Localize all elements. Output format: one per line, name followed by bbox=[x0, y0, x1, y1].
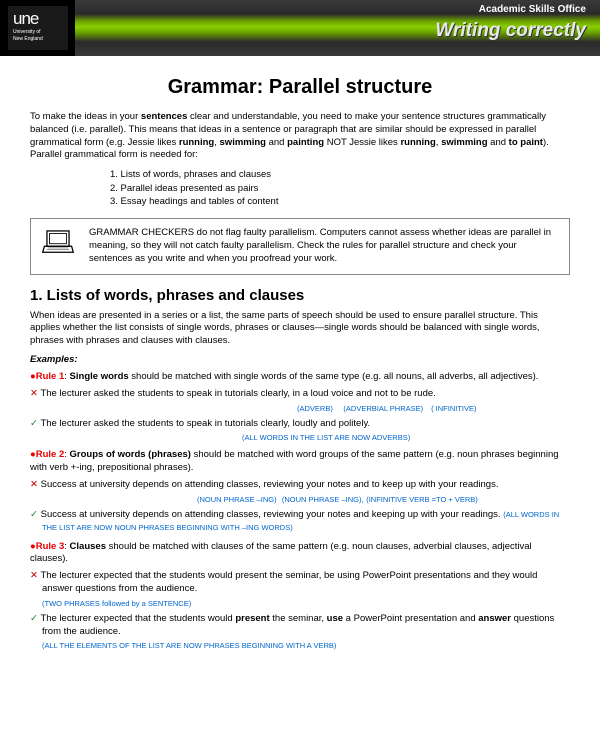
anno: (INFINITIVE VERB =TO + VERB) bbox=[366, 495, 478, 504]
cross-icon: ✕ bbox=[30, 570, 38, 581]
logo: une University of New England bbox=[8, 6, 68, 50]
rule1-right: ✓ The lecturer asked the students to spe… bbox=[30, 418, 570, 431]
t: NOT Jessie likes bbox=[324, 137, 400, 148]
t: use bbox=[327, 613, 343, 624]
t: swimming bbox=[441, 137, 487, 148]
rule2-wrong: ✕ Success at university depends on atten… bbox=[30, 479, 570, 492]
t: Groups of words (phrases) bbox=[70, 449, 191, 460]
t: running bbox=[179, 137, 214, 148]
rule3-anno-wrong: (TWO PHRASES followed by a SENTENCE) bbox=[42, 598, 570, 609]
t: the seminar, bbox=[270, 613, 327, 624]
anno: (ALL WORDS IN THE LIST ARE NOW ADVERBS) bbox=[242, 433, 410, 442]
anno: ( INFINITIVE) bbox=[431, 404, 476, 413]
t: The lecturer asked the students to speak… bbox=[40, 418, 370, 429]
t: Success at university depends on attendi… bbox=[41, 509, 504, 520]
rule1-wrong: ✕ The lecturer asked the students to spe… bbox=[30, 388, 570, 401]
logo-text: une bbox=[13, 9, 63, 29]
t: painting bbox=[287, 137, 324, 148]
rule1: ●Rule 1: Single words should be matched … bbox=[30, 371, 570, 384]
list-item: 2. Parallel ideas presented as pairs bbox=[110, 182, 570, 195]
t: The lecturer expected that the students … bbox=[40, 570, 537, 594]
rule2-right: ✓ Success at university depends on atten… bbox=[30, 509, 570, 535]
t: Single words bbox=[70, 371, 129, 382]
header-stripe: Academic Skills Office Writing correctly bbox=[75, 0, 600, 56]
rule-label: Rule 3 bbox=[36, 541, 65, 552]
t: swimming bbox=[220, 137, 266, 148]
list-item: 3. Essay headings and tables of content bbox=[110, 195, 570, 208]
t: and bbox=[266, 137, 287, 148]
t: sentences bbox=[141, 111, 187, 122]
numbered-list: 1. Lists of words, phrases and clauses 2… bbox=[110, 168, 570, 208]
rule1-anno-wrong: (ADVERB) (ADVERBIAL PHRASE) ( INFINITIVE… bbox=[42, 403, 570, 414]
t: running bbox=[400, 137, 435, 148]
anno: (NOUN PHRASE –ING), bbox=[282, 495, 364, 504]
rule3-anno-right: (ALL THE ELEMENTS OF THE LIST ARE NOW PH… bbox=[42, 640, 570, 651]
anno: (TWO PHRASES followed by a SENTENCE) bbox=[42, 599, 191, 608]
t: Clauses bbox=[70, 541, 106, 552]
list-item: 1. Lists of words, phrases and clauses bbox=[110, 168, 570, 181]
rule2-anno-wrong: (NOUN PHRASE –ING) (NOUN PHRASE –ING), (… bbox=[42, 494, 570, 505]
anno: (NOUN PHRASE –ING) bbox=[197, 495, 277, 504]
rule1-anno-right: (ALL WORDS IN THE LIST ARE NOW ADVERBS) bbox=[42, 432, 570, 443]
header-band: une University of New England Academic S… bbox=[0, 0, 600, 56]
t: answer bbox=[478, 613, 511, 624]
rule-label: Rule 1 bbox=[36, 371, 65, 382]
examples-label: Examples: bbox=[30, 354, 570, 365]
logo-sub1: University of bbox=[13, 30, 63, 36]
t: The lecturer asked the students to speak… bbox=[40, 388, 435, 399]
check-icon: ✓ bbox=[30, 613, 38, 624]
check-icon: ✓ bbox=[30, 418, 38, 429]
anno: (ADVERB) bbox=[297, 404, 333, 413]
office-label: Academic Skills Office bbox=[479, 4, 586, 15]
cross-icon: ✕ bbox=[30, 479, 38, 490]
page-title: Grammar: Parallel structure bbox=[30, 76, 570, 99]
t: To make the ideas in your bbox=[30, 111, 141, 122]
t: should be matched with single words of t… bbox=[129, 371, 539, 382]
t: to paint bbox=[509, 137, 543, 148]
rule-label: Rule 2 bbox=[36, 449, 65, 460]
section-heading: 1. Lists of words, phrases and clauses bbox=[30, 287, 570, 304]
rule3-wrong: ✕ The lecturer expected that the student… bbox=[30, 570, 570, 596]
t: and bbox=[488, 137, 509, 148]
callout-text: GRAMMAR CHECKERS do not flag faulty para… bbox=[89, 227, 559, 265]
callout-box: GRAMMAR CHECKERS do not flag faulty para… bbox=[30, 218, 570, 274]
t: a PowerPoint presentation and bbox=[343, 613, 478, 624]
page-content: Grammar: Parallel structure To make the … bbox=[0, 56, 600, 665]
rule3-right: ✓ The lecturer expected that the student… bbox=[30, 613, 570, 639]
t: should be matched with clauses of the sa… bbox=[30, 541, 532, 565]
t: present bbox=[235, 613, 269, 624]
t: The lecturer expected that the students … bbox=[40, 613, 235, 624]
rule3: ●Rule 3: Clauses should be matched with … bbox=[30, 541, 570, 567]
anno: (ADVERBIAL PHRASE) bbox=[343, 404, 423, 413]
logo-sub2: New England bbox=[13, 37, 63, 43]
laptop-icon bbox=[41, 229, 75, 255]
check-icon: ✓ bbox=[30, 509, 38, 520]
intro-paragraph: To make the ideas in your sentences clea… bbox=[30, 111, 570, 162]
cross-icon: ✕ bbox=[30, 388, 38, 399]
anno: (ALL THE ELEMENTS OF THE LIST ARE NOW PH… bbox=[42, 641, 336, 650]
writing-title: Writing correctly bbox=[435, 20, 586, 42]
rule2: ●Rule 2: Groups of words (phrases) shoul… bbox=[30, 449, 570, 475]
t: Success at university depends on attendi… bbox=[41, 479, 499, 490]
section-intro: When ideas are presented in a series or … bbox=[30, 310, 570, 348]
